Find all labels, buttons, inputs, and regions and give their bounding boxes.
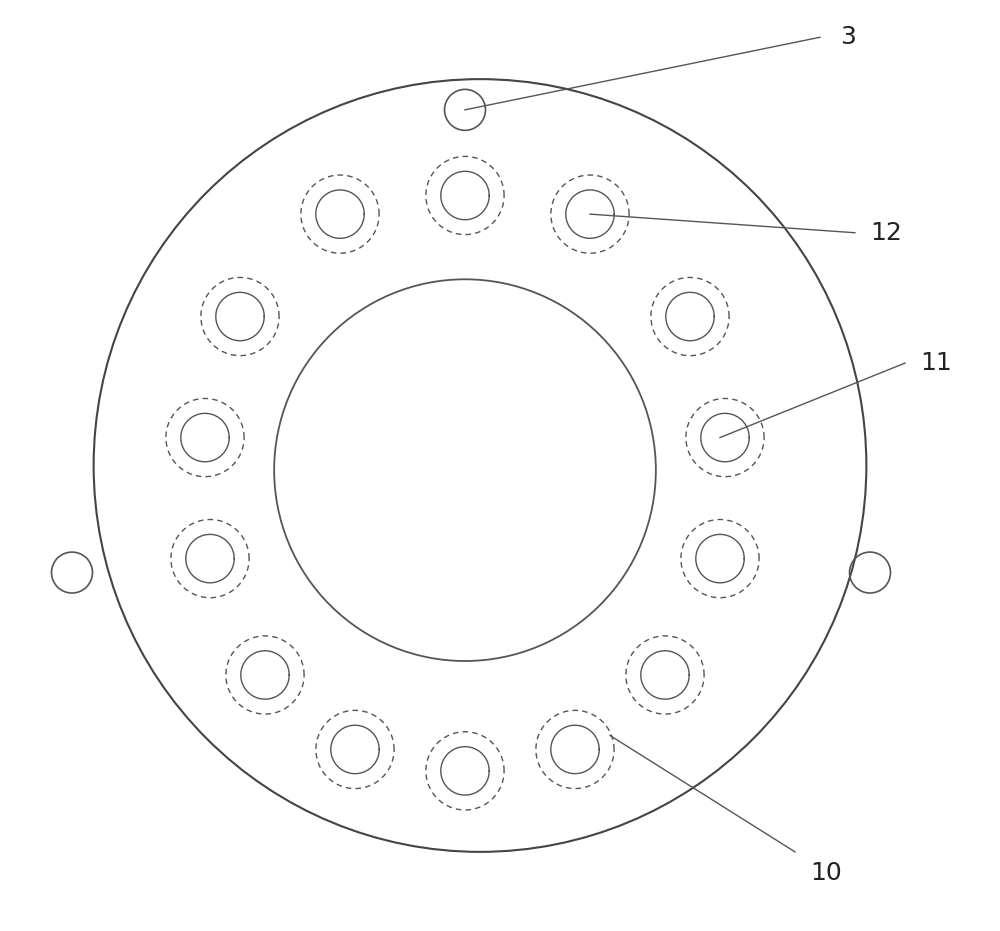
Text: 12: 12 — [870, 221, 902, 245]
Text: 10: 10 — [810, 861, 842, 885]
Text: 3: 3 — [840, 25, 856, 49]
Text: 11: 11 — [920, 351, 952, 375]
